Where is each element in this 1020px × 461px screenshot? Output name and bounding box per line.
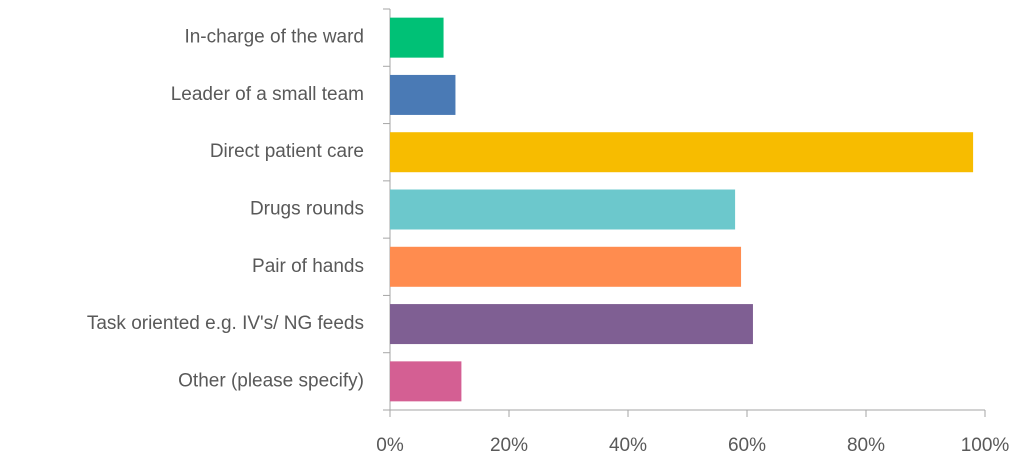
y-tick-label: Pair of hands — [252, 256, 364, 277]
x-tick-label: 20% — [490, 435, 528, 456]
x-tick-label: 80% — [847, 435, 885, 456]
y-tick-label: Other (please specify) — [178, 370, 364, 391]
bar — [390, 17, 444, 58]
bar — [390, 304, 753, 345]
y-tick-label: Direct patient care — [210, 141, 364, 162]
bar — [390, 246, 742, 287]
y-tick-label: Drugs rounds — [250, 199, 364, 220]
x-tick-label: 60% — [728, 435, 766, 456]
x-tick-label: 0% — [376, 435, 404, 456]
bar — [390, 74, 456, 115]
x-tick-label: 100% — [961, 435, 1010, 456]
bar — [390, 361, 462, 402]
bar — [390, 132, 974, 173]
x-tick-label: 40% — [609, 435, 647, 456]
y-tick-label: In-charge of the ward — [184, 27, 364, 48]
bar — [390, 189, 736, 230]
y-tick-label: Task oriented e.g. IV's/ NG feeds — [87, 313, 364, 334]
y-tick-label: Leader of a small team — [171, 84, 364, 105]
